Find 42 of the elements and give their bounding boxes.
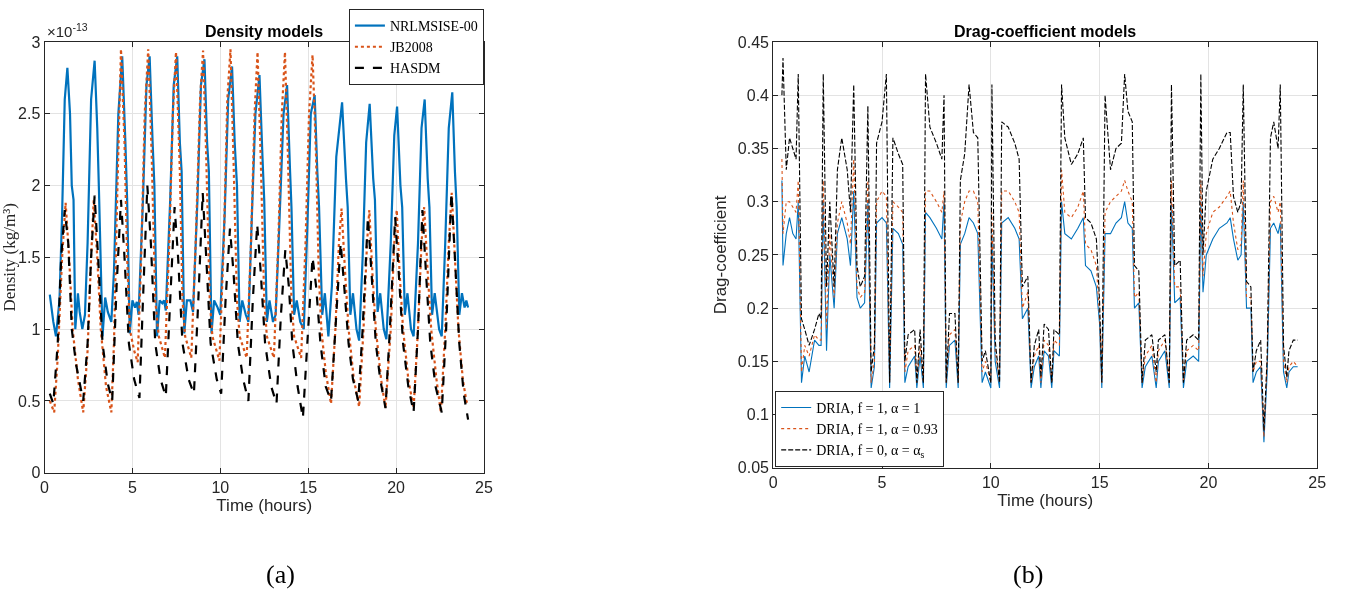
y-tick-label: 0.1	[746, 406, 770, 424]
x-tick-label: 25	[475, 478, 493, 496]
x-tick-label: 15	[299, 478, 318, 496]
x-axis-title: Time (hours)	[997, 491, 1094, 511]
x-tick-label: 10	[981, 474, 1000, 492]
y-tick-label: 0.15	[737, 352, 770, 370]
y-tick-label: 0.45	[737, 33, 770, 51]
x-tick-label: 20	[387, 478, 406, 496]
y-tick-label: 1.5	[18, 248, 41, 266]
x-tick-label: 10	[211, 478, 230, 496]
chart-title: Density models	[205, 23, 324, 40]
x-tick-label: 25	[1308, 474, 1327, 492]
y-tick-label: 0.35	[737, 140, 770, 158]
x-tick-label: 5	[127, 478, 137, 496]
x-axis-title: Time (hours)	[216, 496, 313, 516]
text: (b)	[1013, 560, 1044, 589]
y-tick-label: 3	[31, 33, 41, 51]
y-tick-label: 0.5	[18, 392, 41, 410]
y-tick-label: 0.3	[746, 193, 770, 211]
y-tick-label: 1	[31, 320, 41, 338]
x-tick-label: 15	[1090, 474, 1109, 492]
legend-label: HASDM	[389, 61, 442, 77]
y-tick-label: 0.2	[746, 299, 770, 317]
x-tick-label: 20	[1199, 474, 1218, 492]
chart-title: Drag-coefficient models	[954, 23, 1137, 40]
legend-label: DRIA, f = 0, α = α$_{s}$	[816, 443, 925, 461]
y-tick-label: 0.4	[746, 86, 770, 104]
y-axis-title: Drag-coefficient	[711, 195, 731, 315]
text: (a)	[266, 560, 295, 589]
legend-label: DRIA, f = 1, α = 1	[816, 400, 921, 416]
line-series	[48, 184, 470, 421]
legend-label: JB2008	[389, 40, 433, 56]
y-tick-label: 2	[31, 177, 41, 195]
y-tick-label: 0.25	[737, 246, 770, 264]
text: ×10$^{-13}$	[47, 21, 88, 41]
y-tick-label: 0.05	[737, 459, 770, 477]
x-tick-label: 5	[877, 474, 887, 492]
y-tick-label: 2.5	[18, 105, 41, 123]
legend-label: DRIA, f = 1, α = 0.93	[816, 422, 938, 438]
line-series	[48, 55, 470, 342]
legend-label: NRLMSISE-00	[389, 19, 478, 35]
y-axis-title: Density (kg/m³)	[0, 203, 19, 312]
